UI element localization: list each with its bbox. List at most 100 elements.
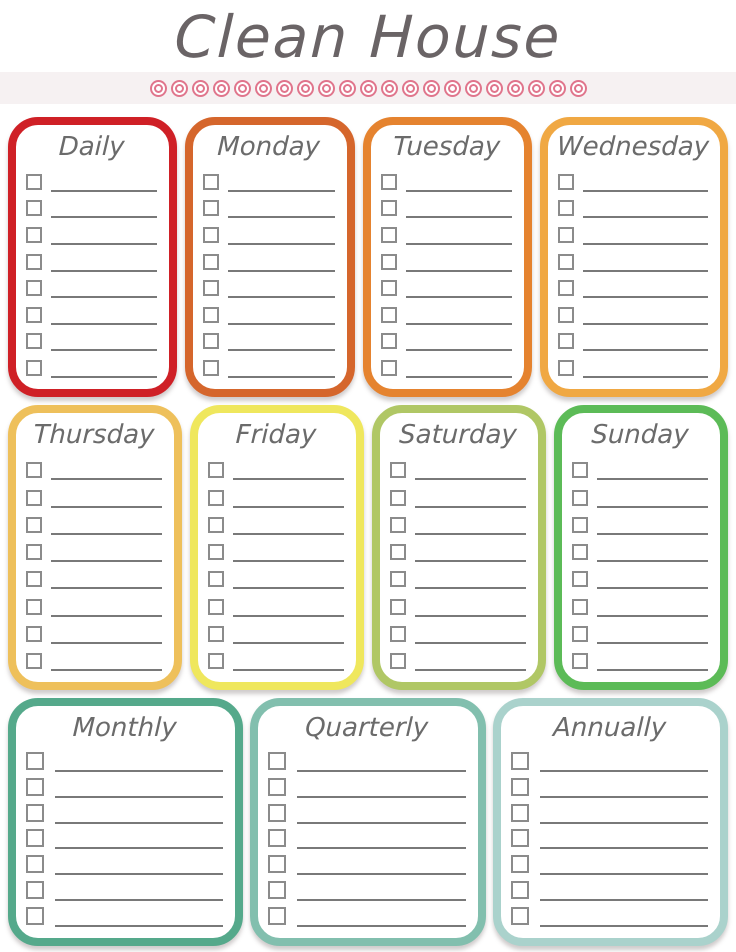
task-write-line[interactable] [228, 189, 335, 192]
task-checkbox[interactable] [380, 173, 397, 190]
task-write-line[interactable] [415, 532, 526, 535]
task-checkbox[interactable] [26, 360, 42, 376]
task-write-line[interactable] [51, 189, 158, 192]
task-checkbox[interactable] [26, 544, 42, 560]
task-checkbox[interactable] [203, 360, 220, 376]
task-write-line[interactable] [228, 269, 335, 272]
task-checkbox[interactable] [572, 571, 588, 588]
task-write-line[interactable] [597, 532, 708, 535]
task-checkbox[interactable] [203, 333, 220, 350]
task-write-line[interactable] [55, 795, 224, 798]
task-write-line[interactable] [539, 925, 708, 928]
task-checkbox[interactable] [26, 907, 44, 926]
task-checkbox[interactable] [510, 777, 529, 796]
task-checkbox[interactable] [208, 571, 224, 588]
task-checkbox[interactable] [390, 598, 406, 615]
task-checkbox[interactable] [510, 803, 529, 822]
task-write-line[interactable] [51, 560, 162, 562]
task-write-line[interactable] [51, 505, 162, 508]
task-checkbox[interactable] [380, 200, 397, 217]
task-checkbox[interactable] [268, 855, 287, 874]
task-write-line[interactable] [405, 322, 512, 325]
task-write-line[interactable] [597, 614, 708, 617]
task-write-line[interactable] [51, 296, 158, 299]
task-write-line[interactable] [597, 478, 708, 481]
task-checkbox[interactable] [572, 653, 588, 669]
task-checkbox[interactable] [203, 253, 220, 270]
task-checkbox[interactable] [208, 653, 224, 669]
task-checkbox[interactable] [268, 803, 287, 822]
task-checkbox[interactable] [390, 516, 406, 533]
task-checkbox[interactable] [557, 226, 574, 243]
task-write-line[interactable] [597, 641, 708, 644]
task-checkbox[interactable] [572, 489, 588, 506]
task-write-line[interactable] [228, 376, 335, 378]
task-write-line[interactable] [405, 376, 512, 378]
task-checkbox[interactable] [26, 653, 42, 669]
task-write-line[interactable] [582, 269, 708, 272]
task-checkbox[interactable] [26, 803, 44, 822]
task-checkbox[interactable] [26, 598, 42, 615]
task-checkbox[interactable] [203, 200, 220, 217]
task-checkbox[interactable] [390, 489, 406, 506]
task-checkbox[interactable] [268, 751, 287, 770]
task-checkbox[interactable] [380, 280, 397, 297]
task-checkbox[interactable] [572, 598, 588, 615]
task-write-line[interactable] [405, 349, 512, 352]
task-write-line[interactable] [405, 242, 512, 245]
task-write-line[interactable] [297, 795, 466, 798]
task-checkbox[interactable] [268, 881, 287, 900]
task-write-line[interactable] [582, 349, 708, 352]
task-checkbox[interactable] [390, 571, 406, 588]
task-checkbox[interactable] [380, 253, 397, 270]
task-write-line[interactable] [415, 587, 526, 590]
task-write-line[interactable] [55, 873, 224, 876]
task-checkbox[interactable] [380, 360, 397, 376]
task-write-line[interactable] [228, 242, 335, 245]
task-write-line[interactable] [51, 269, 158, 272]
task-write-line[interactable] [597, 669, 708, 671]
task-write-line[interactable] [228, 296, 335, 299]
task-write-line[interactable] [228, 322, 335, 325]
task-write-line[interactable] [51, 216, 158, 219]
task-checkbox[interactable] [380, 306, 397, 323]
task-write-line[interactable] [228, 216, 335, 219]
task-checkbox[interactable] [208, 544, 224, 560]
task-write-line[interactable] [51, 376, 158, 378]
task-checkbox[interactable] [208, 462, 224, 479]
task-checkbox[interactable] [390, 544, 406, 560]
task-write-line[interactable] [415, 614, 526, 617]
task-write-line[interactable] [55, 899, 224, 902]
task-write-line[interactable] [582, 376, 708, 378]
task-checkbox[interactable] [203, 173, 220, 190]
task-checkbox[interactable] [557, 280, 574, 297]
task-write-line[interactable] [233, 560, 344, 562]
task-checkbox[interactable] [510, 907, 529, 926]
task-write-line[interactable] [55, 847, 224, 850]
task-write-line[interactable] [51, 322, 158, 325]
task-checkbox[interactable] [26, 306, 42, 323]
task-checkbox[interactable] [26, 333, 42, 350]
task-checkbox[interactable] [557, 173, 574, 190]
task-checkbox[interactable] [26, 777, 44, 796]
task-checkbox[interactable] [572, 516, 588, 533]
task-write-line[interactable] [539, 769, 708, 772]
task-checkbox[interactable] [510, 829, 529, 848]
task-write-line[interactable] [55, 769, 224, 772]
task-write-line[interactable] [597, 587, 708, 590]
task-checkbox[interactable] [390, 653, 406, 669]
task-write-line[interactable] [405, 216, 512, 219]
task-write-line[interactable] [55, 821, 224, 824]
task-checkbox[interactable] [572, 544, 588, 560]
task-write-line[interactable] [297, 821, 466, 824]
task-write-line[interactable] [297, 769, 466, 772]
task-checkbox[interactable] [26, 200, 42, 217]
task-write-line[interactable] [597, 560, 708, 562]
task-write-line[interactable] [405, 269, 512, 272]
task-checkbox[interactable] [26, 881, 44, 900]
task-write-line[interactable] [297, 925, 466, 928]
task-checkbox[interactable] [26, 280, 42, 297]
task-write-line[interactable] [539, 899, 708, 902]
task-write-line[interactable] [51, 614, 162, 617]
task-checkbox[interactable] [510, 881, 529, 900]
